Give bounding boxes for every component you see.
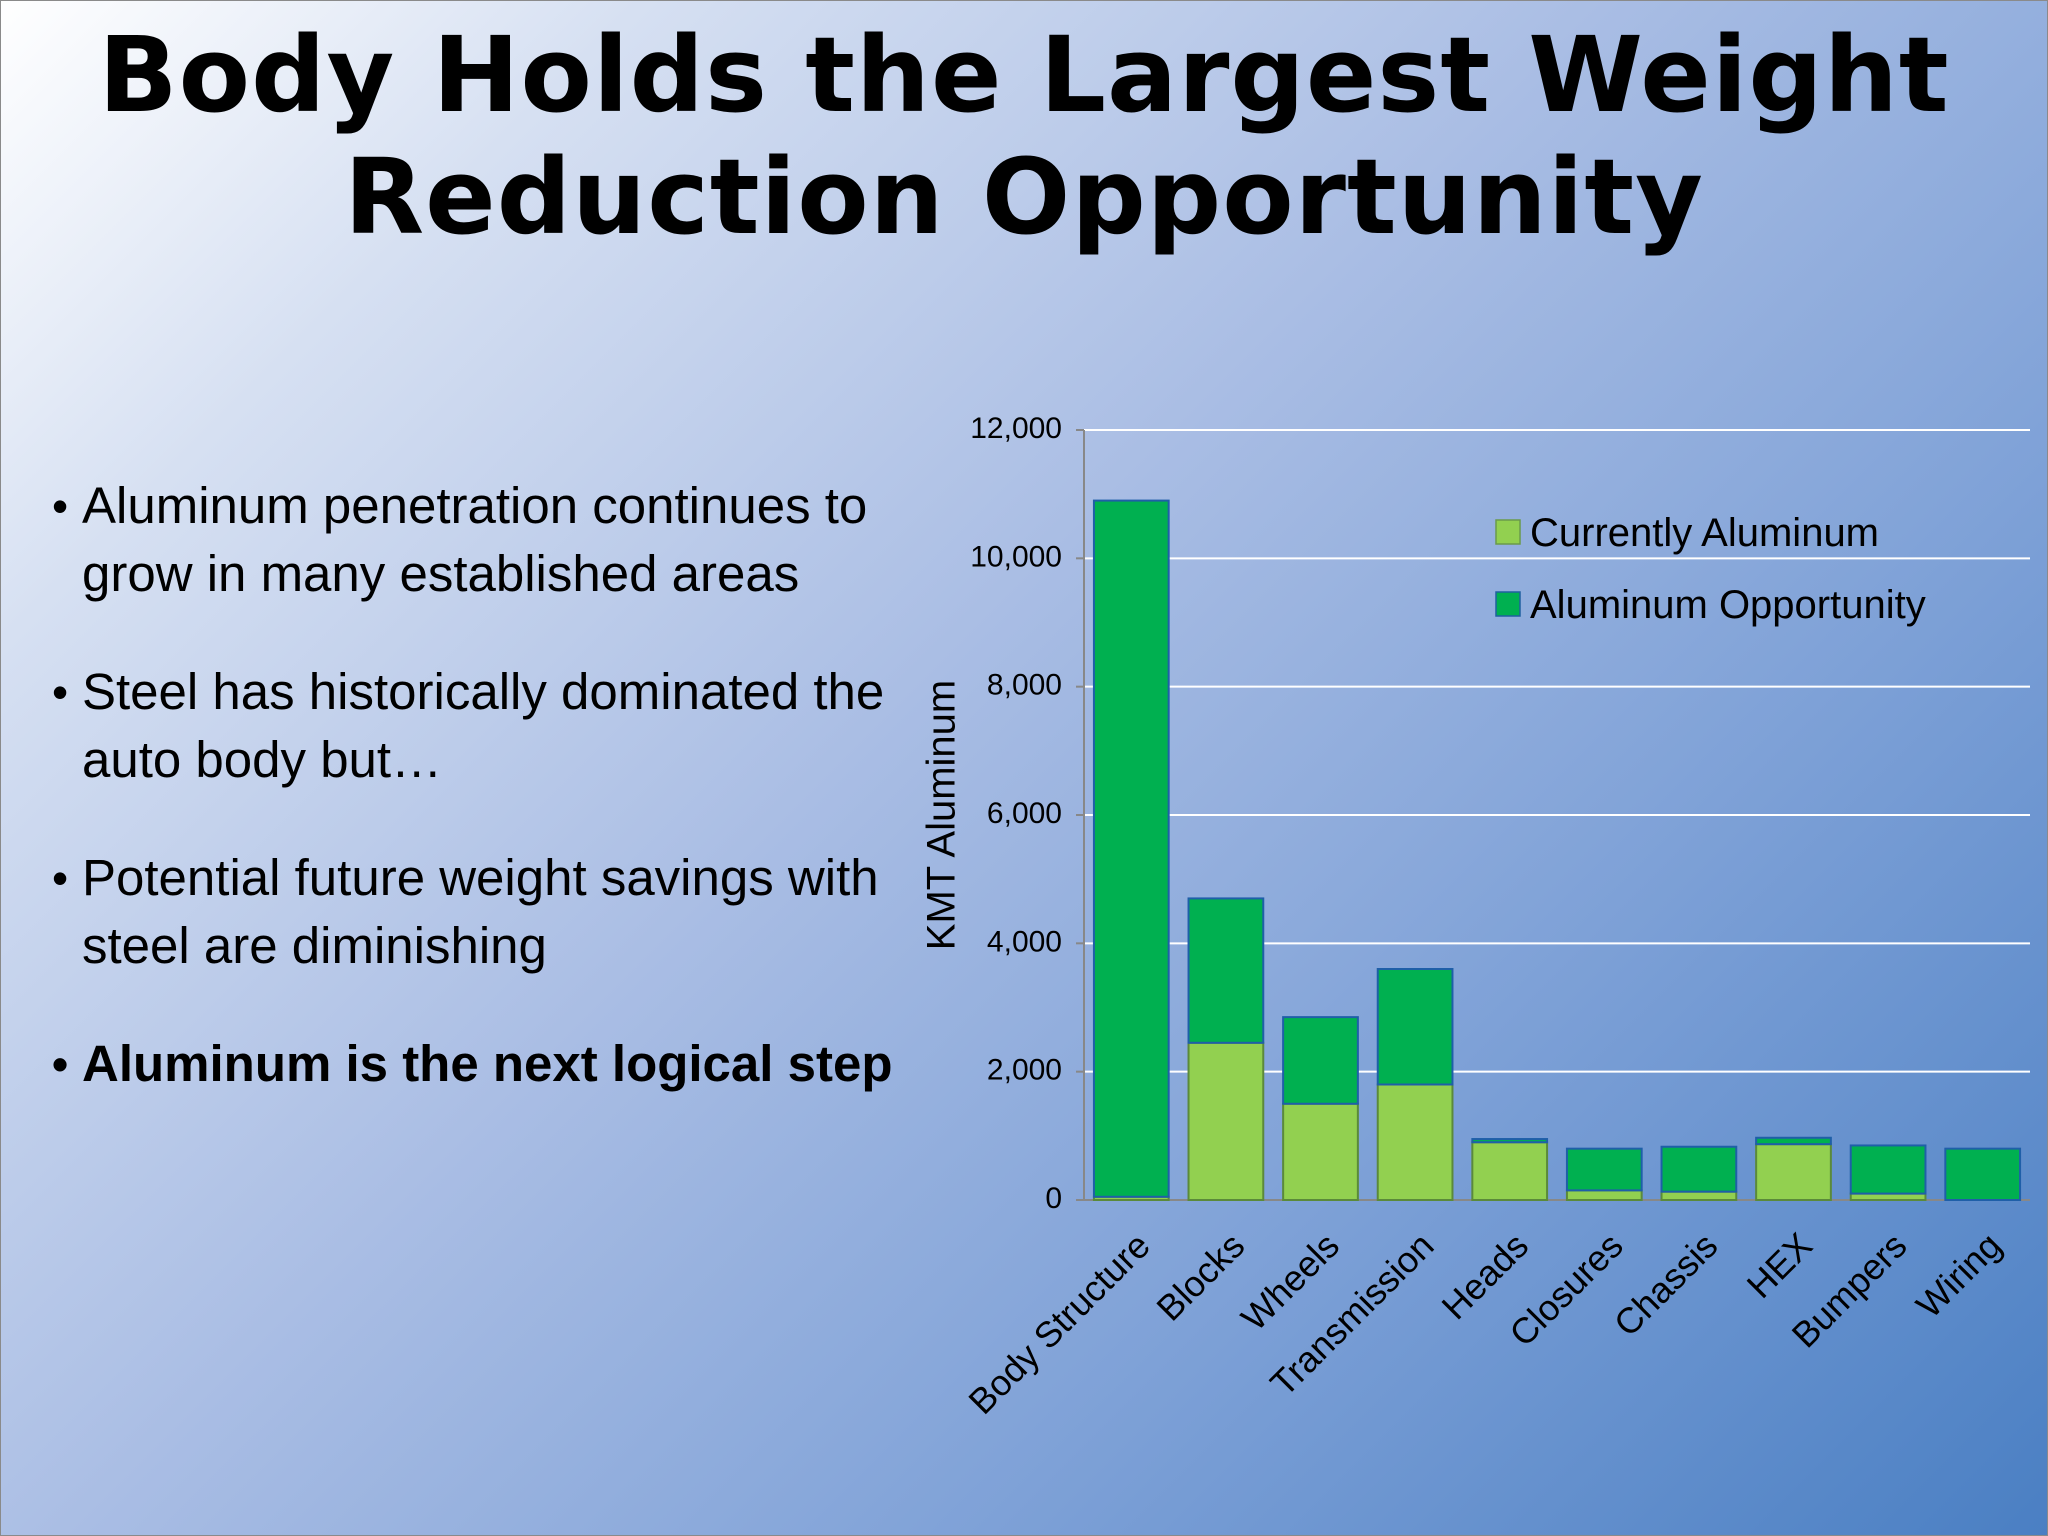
y-tick-labels: 0 2,000 4,000 6,000 8,000 10,000 12,000 bbox=[970, 412, 1084, 1215]
bullet-list: Aluminum penetration continues to grow i… bbox=[52, 472, 912, 1148]
bullet-item-emphasis: Aluminum is the next logical step bbox=[52, 1030, 912, 1098]
y-tick-label: 12,000 bbox=[970, 412, 1062, 445]
legend-swatch-aluminum-opportunity bbox=[1495, 591, 1521, 617]
category-label: Chassis bbox=[1606, 1225, 1726, 1345]
bar-aluminum-opportunity bbox=[1755, 1136, 1832, 1146]
bar-currently-aluminum bbox=[1376, 1083, 1454, 1201]
y-tick-label: 8,000 bbox=[987, 669, 1062, 702]
legend-label-aluminum-opportunity: Aluminum Opportunity bbox=[1530, 583, 1926, 627]
bullet-item: Aluminum penetration continues to grow i… bbox=[52, 472, 912, 608]
bar-currently-aluminum bbox=[1282, 1102, 1359, 1201]
y-tick-label: 6,000 bbox=[987, 797, 1062, 830]
bars bbox=[1092, 499, 2022, 1202]
bar-aluminum-opportunity bbox=[1282, 1016, 1359, 1105]
bar-aluminum-opportunity bbox=[1471, 1138, 1549, 1144]
bar-aluminum-opportunity bbox=[1565, 1147, 1643, 1192]
slide-title: Body Holds the Largest Weight Reduction … bbox=[0, 14, 2048, 258]
bullet-item: Potential future weight savings with ste… bbox=[52, 844, 912, 980]
category-label: Body Structure bbox=[960, 1225, 1157, 1422]
bar-aluminum-opportunity bbox=[1849, 1144, 1927, 1195]
grid-lines bbox=[1084, 429, 2030, 1073]
bar-currently-aluminum bbox=[1565, 1189, 1643, 1201]
bar-aluminum-opportunity bbox=[1092, 499, 1170, 1198]
bar-aluminum-opportunity bbox=[1187, 897, 1265, 1044]
category-label: HEX bbox=[1739, 1225, 1820, 1306]
title-line-2: Reduction Opportunity bbox=[344, 136, 1704, 258]
category-labels: Body StructureBlocksWheelsTransmissionHe… bbox=[960, 1225, 2009, 1422]
y-tick-label: 10,000 bbox=[970, 540, 1062, 573]
bar-currently-aluminum bbox=[1660, 1190, 1738, 1201]
legend: Currently Aluminum Aluminum Opportunity bbox=[1495, 511, 1926, 627]
bar-currently-aluminum bbox=[1187, 1041, 1265, 1201]
bar-currently-aluminum bbox=[1471, 1141, 1549, 1201]
category-label: Transmission bbox=[1262, 1225, 1441, 1404]
y-tick-label: 4,000 bbox=[987, 925, 1062, 958]
bar-currently-aluminum bbox=[1755, 1143, 1832, 1202]
title-line-1: Body Holds the Largest Weight bbox=[98, 14, 1950, 136]
bar-aluminum-opportunity bbox=[1660, 1145, 1738, 1193]
bullet-item: Steel has historically dominated the aut… bbox=[52, 658, 912, 794]
legend-swatch-currently-aluminum bbox=[1495, 519, 1521, 545]
category-label: Wiring bbox=[1908, 1225, 2009, 1326]
y-tick-label: 0 bbox=[1045, 1182, 1062, 1215]
y-axis-title: KMT Aluminum bbox=[920, 680, 964, 950]
y-tick-label: 2,000 bbox=[987, 1054, 1062, 1087]
legend-label-currently-aluminum: Currently Aluminum bbox=[1530, 511, 1879, 555]
bar-aluminum-opportunity bbox=[1944, 1147, 2022, 1201]
bar-aluminum-opportunity bbox=[1376, 968, 1454, 1086]
